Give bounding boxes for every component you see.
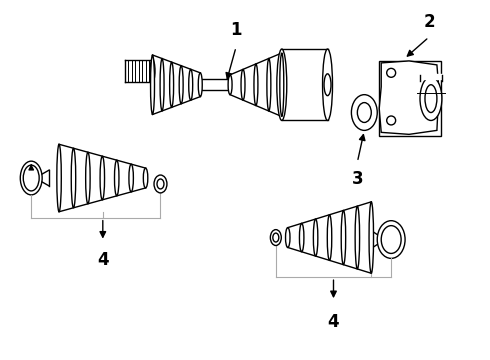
Ellipse shape: [381, 226, 401, 253]
Ellipse shape: [277, 49, 287, 121]
Ellipse shape: [100, 156, 104, 200]
Ellipse shape: [280, 53, 284, 117]
Ellipse shape: [351, 95, 377, 130]
Ellipse shape: [189, 69, 193, 100]
Text: 4: 4: [97, 251, 109, 269]
Ellipse shape: [341, 211, 345, 265]
Ellipse shape: [228, 75, 232, 95]
Ellipse shape: [299, 223, 304, 252]
Ellipse shape: [377, 221, 405, 258]
Ellipse shape: [286, 228, 290, 247]
Ellipse shape: [254, 64, 258, 105]
Ellipse shape: [241, 69, 245, 100]
Ellipse shape: [355, 206, 360, 269]
Ellipse shape: [270, 230, 281, 246]
Ellipse shape: [20, 161, 42, 195]
Ellipse shape: [322, 49, 333, 121]
Ellipse shape: [170, 62, 173, 107]
Ellipse shape: [150, 55, 154, 114]
Ellipse shape: [267, 58, 271, 111]
Text: 4: 4: [328, 313, 339, 331]
Ellipse shape: [154, 175, 167, 193]
Ellipse shape: [57, 144, 61, 212]
Ellipse shape: [273, 233, 279, 242]
Ellipse shape: [369, 202, 373, 273]
Ellipse shape: [86, 152, 90, 204]
Polygon shape: [379, 61, 439, 134]
Text: 2: 2: [423, 13, 435, 31]
Ellipse shape: [160, 59, 164, 111]
Ellipse shape: [357, 103, 371, 122]
Ellipse shape: [179, 66, 183, 104]
Ellipse shape: [71, 148, 76, 208]
Ellipse shape: [198, 73, 202, 96]
Text: 3: 3: [351, 170, 363, 188]
Polygon shape: [379, 61, 441, 136]
Ellipse shape: [324, 74, 331, 96]
Ellipse shape: [115, 160, 119, 196]
Ellipse shape: [129, 164, 133, 192]
Ellipse shape: [327, 215, 332, 260]
Ellipse shape: [144, 168, 148, 188]
Ellipse shape: [157, 179, 164, 189]
Ellipse shape: [420, 77, 442, 121]
Ellipse shape: [425, 85, 437, 113]
Ellipse shape: [23, 165, 39, 191]
Ellipse shape: [314, 219, 318, 256]
Text: 1: 1: [230, 21, 242, 39]
